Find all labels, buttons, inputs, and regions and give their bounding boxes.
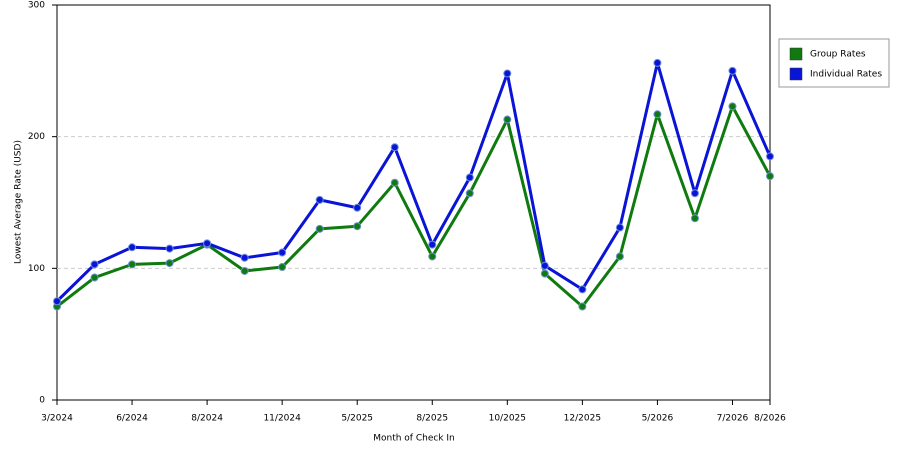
data-point (278, 263, 287, 272)
y-tick-label: 200 (28, 132, 45, 142)
data-point (165, 259, 174, 268)
y-tick-label: 0 (39, 396, 45, 406)
data-point (315, 224, 324, 233)
x-tick-label: 3/2024 (41, 414, 73, 424)
data-point (240, 266, 249, 275)
data-point (653, 58, 662, 67)
legend-label: Individual Rates (810, 70, 882, 80)
data-point (578, 285, 587, 294)
data-point (766, 152, 774, 161)
data-point (465, 173, 474, 182)
series-line (55, 61, 772, 303)
x-tick-label: 8/2026 (754, 414, 786, 424)
data-point (615, 223, 624, 232)
y-axis-label: Lowest Average Rate (USD) (14, 140, 24, 264)
data-point (240, 253, 249, 262)
legend-swatch (789, 47, 803, 61)
data-point (578, 302, 587, 311)
y-tick-label: 100 (28, 264, 45, 274)
data-point (315, 195, 324, 204)
data-point (353, 222, 362, 231)
data-point (390, 178, 399, 187)
plot-area (56, 4, 771, 401)
legend-label: Group Rates (810, 50, 866, 60)
data-point (465, 189, 474, 198)
data-point (690, 214, 699, 223)
x-tick-label: 10/2025 (489, 414, 526, 424)
data-point (428, 252, 437, 261)
data-point (278, 248, 287, 257)
x-tick-label: 8/2025 (416, 414, 448, 424)
y-tick-label: 300 (28, 1, 45, 11)
data-point (390, 143, 399, 152)
data-point (53, 297, 61, 306)
data-point (90, 273, 99, 282)
x-tick-label: 11/2024 (263, 414, 301, 424)
data-point (653, 110, 662, 119)
legend-swatch (789, 67, 803, 81)
x-tick-label: 12/2025 (564, 414, 601, 424)
data-point (90, 260, 99, 269)
x-tick-label: 5/2025 (341, 414, 373, 424)
data-point (540, 269, 549, 278)
series-line (56, 104, 772, 309)
data-point (203, 239, 212, 248)
x-tick-label: 5/2026 (642, 414, 674, 424)
x-tick-label: 6/2024 (116, 414, 148, 424)
data-point (690, 189, 699, 198)
data-point (353, 203, 362, 212)
x-axis-label: Month of Check In (373, 434, 455, 444)
x-tick-label: 7/2026 (717, 414, 749, 424)
data-point (128, 243, 137, 252)
data-point (728, 102, 737, 111)
data-point (165, 244, 174, 253)
data-point (615, 252, 624, 261)
data-point (503, 115, 512, 124)
data-point (540, 261, 549, 270)
data-point (428, 240, 437, 249)
data-point (503, 69, 512, 78)
data-point (766, 172, 774, 181)
data-point (128, 260, 137, 269)
data-point (728, 66, 737, 75)
x-tick-label: 8/2024 (191, 414, 223, 424)
